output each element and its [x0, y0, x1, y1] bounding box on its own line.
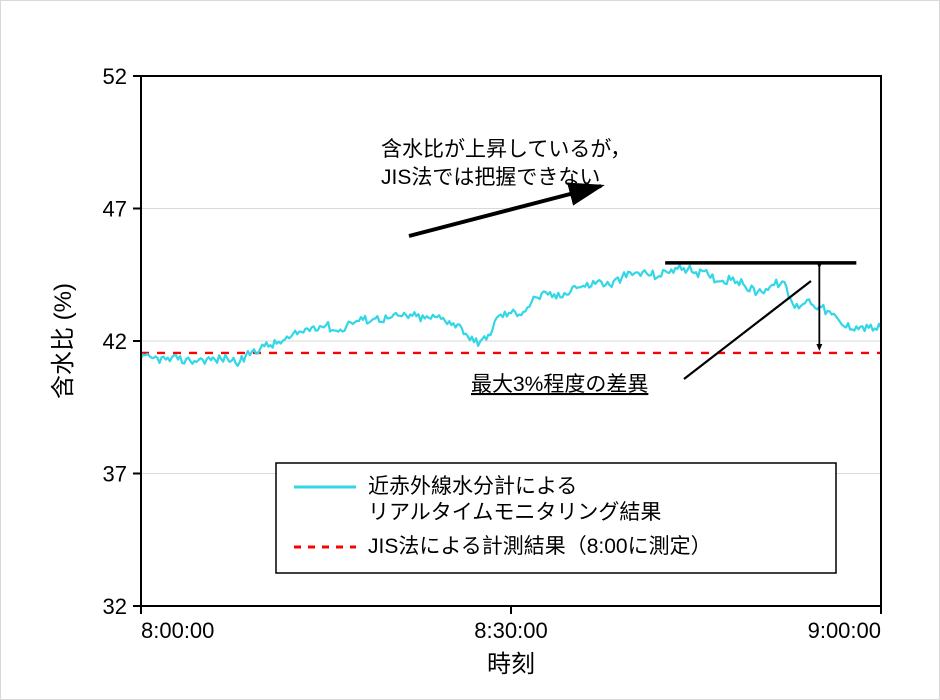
svg-text:52: 52 [103, 64, 127, 89]
svg-text:32: 32 [103, 594, 127, 619]
svg-text:42: 42 [103, 329, 127, 354]
svg-text:JIS法では把握できない: JIS法では把握できない [381, 166, 600, 189]
outer-frame: 32 37 42 47 52 8:00:00 8:30:00 9:00:00 含水比 (%) 時刻… [0, 0, 940, 700]
water-content-chart: 32 37 42 47 52 8:00:00 8:30:00 9:00:00 含水比 (%) 時刻… [21, 21, 921, 681]
svg-text:8:30:00: 8:30:00 [474, 618, 547, 643]
svg-text:リアルタイムモニタリング結果: リアルタイムモニタリング結果 [368, 501, 661, 524]
svg-text:含水比が上昇しているが，: 含水比が上昇しているが， [381, 138, 631, 161]
svg-text:8:00:00: 8:00:00 [141, 618, 214, 643]
svg-text:含水比 (%): 含水比 (%) [50, 283, 77, 399]
svg-text:最大3%程度の差異: 最大3%程度の差異 [471, 373, 648, 396]
svg-text:37: 37 [103, 462, 127, 487]
svg-text:近赤外線水分計による: 近赤外線水分計による [368, 475, 577, 498]
svg-text:JIS法による計測結果（8:00に測定）: JIS法による計測結果（8:00に測定） [368, 535, 712, 558]
svg-text:9:00:00: 9:00:00 [808, 618, 881, 643]
svg-text:47: 47 [103, 197, 127, 222]
svg-text:時刻: 時刻 [487, 651, 535, 678]
